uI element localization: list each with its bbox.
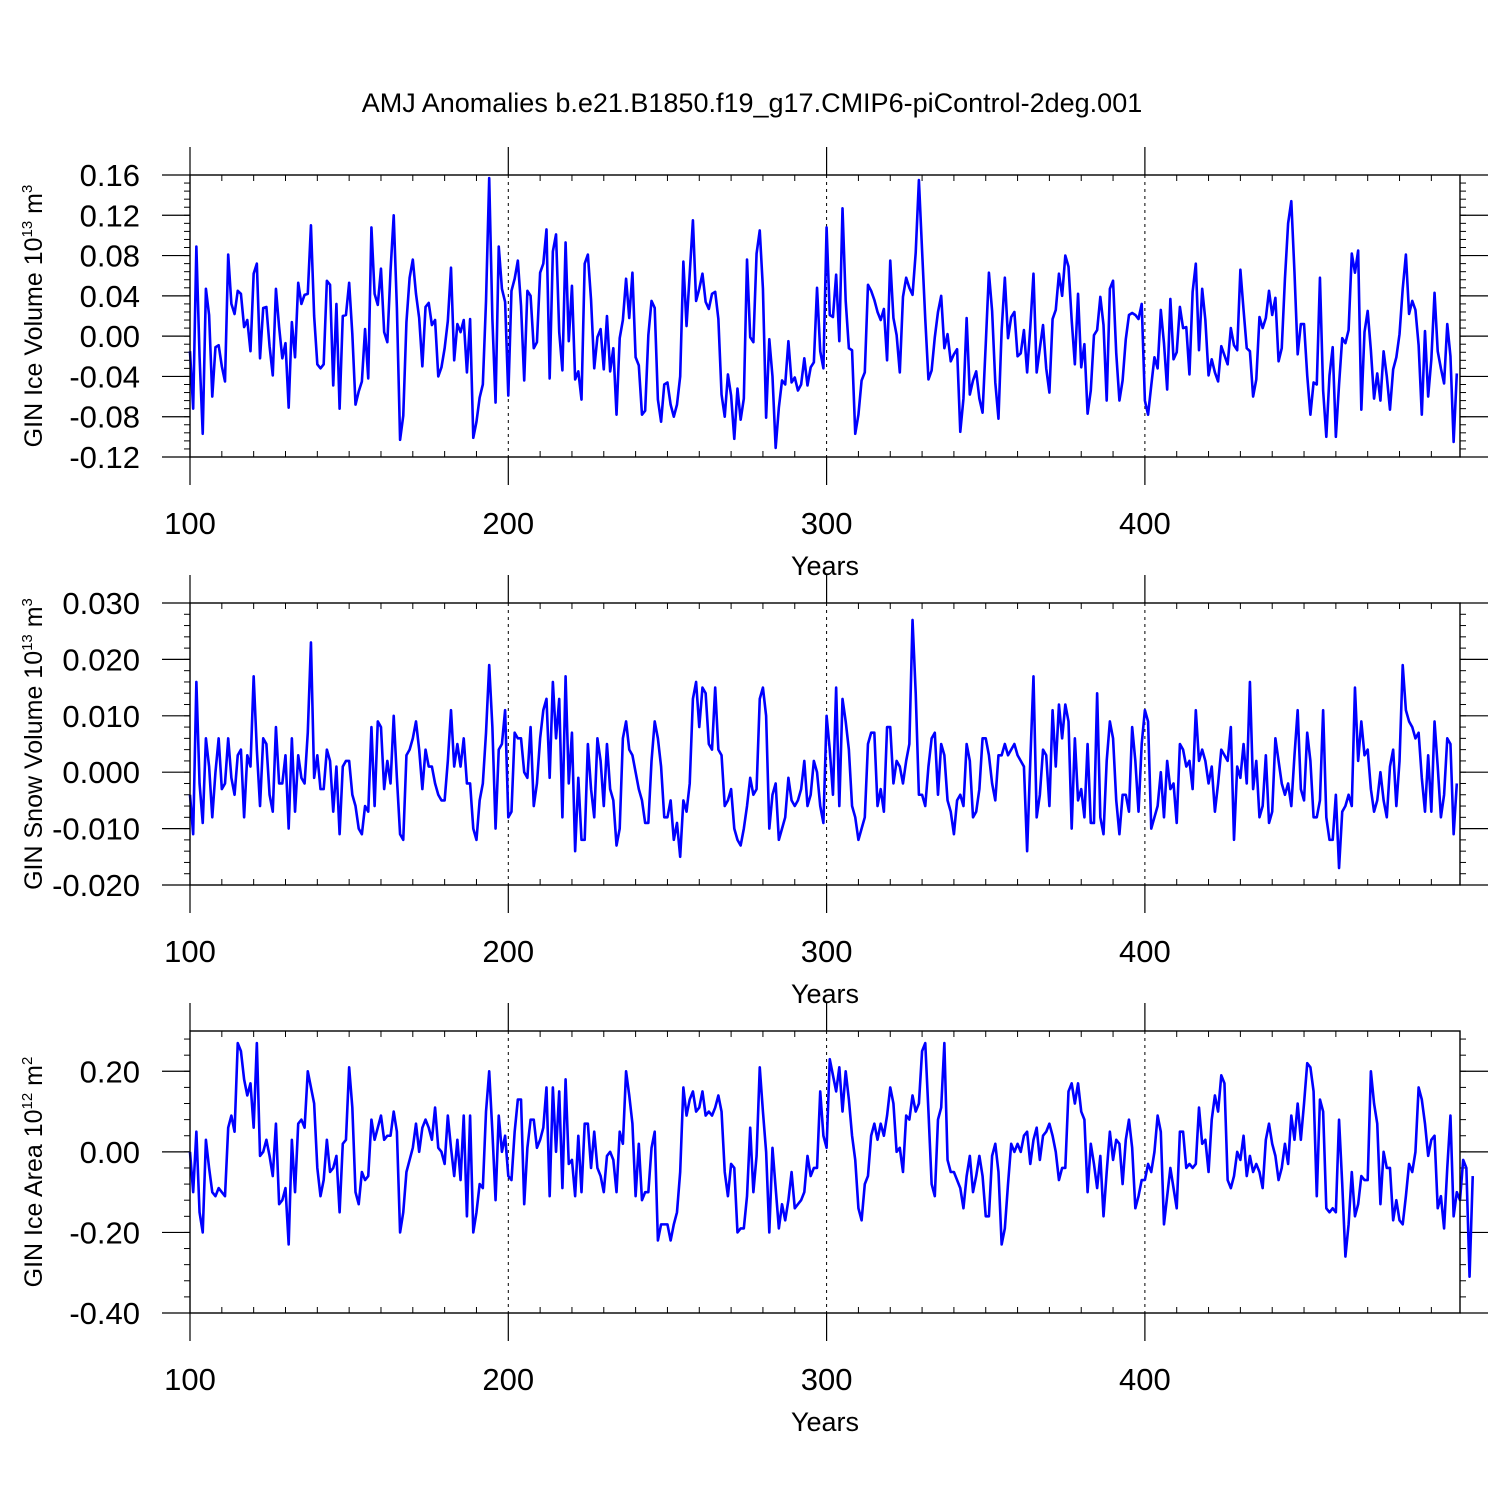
y-tick-label: 0.04 bbox=[80, 279, 140, 314]
y-tick-label: 0.08 bbox=[80, 239, 140, 274]
chart-title: AMJ Anomalies b.e21.B1850.f19_g17.CMIP6-… bbox=[362, 88, 1142, 118]
y-tick-label: 0.16 bbox=[80, 158, 140, 193]
y-tick-label: -0.08 bbox=[69, 400, 140, 435]
x-tick-label: 400 bbox=[1119, 934, 1171, 969]
series-line bbox=[188, 618, 1459, 870]
y-tick-label: -0.20 bbox=[69, 1215, 140, 1250]
y-axis-label: GIN Ice Area 1012 m2 bbox=[19, 1057, 48, 1288]
x-tick-label: 300 bbox=[801, 1362, 853, 1397]
y-tick-label: 0.010 bbox=[62, 699, 140, 734]
y-tick-label: 0.020 bbox=[62, 642, 140, 677]
x-tick-label: 400 bbox=[1119, 506, 1171, 541]
y-tick-label: 0.00 bbox=[80, 1135, 140, 1170]
plot-frame bbox=[189, 174, 1461, 458]
panel-3: -0.40 -0.20 0.00 0.20 100 200 300 400 Years GIN I… bbox=[19, 1003, 1488, 1437]
y-tick-label: 0.12 bbox=[80, 198, 140, 233]
panel-2: -0.020 -0.010 0.000 0.010 0.020 0.030 100 200 30… bbox=[19, 575, 1488, 1009]
y-tick-label: 0.00 bbox=[80, 319, 140, 354]
y-tick-label: -0.04 bbox=[69, 359, 140, 394]
plot-frame bbox=[189, 1030, 1461, 1314]
y-tick-label: 0.030 bbox=[62, 586, 140, 621]
y-tick-label: 0.20 bbox=[80, 1054, 140, 1089]
x-tick-label: 100 bbox=[164, 506, 216, 541]
y-tick-label: -0.12 bbox=[69, 440, 140, 475]
x-axis-label: Years bbox=[791, 979, 859, 1009]
x-tick-label: 300 bbox=[801, 934, 853, 969]
x-tick-label: 200 bbox=[482, 934, 534, 969]
x-tick-label: 400 bbox=[1119, 1362, 1171, 1397]
panels: -0.12 -0.08 -0.04 0.00 0.04 0.08 0.12 0.16 100 20… bbox=[19, 147, 1488, 1437]
y-tick-label: -0.010 bbox=[52, 812, 140, 847]
panel-1: -0.12 -0.08 -0.04 0.00 0.04 0.08 0.12 0.16 100 20… bbox=[19, 147, 1488, 581]
y-axis-label: GIN Snow Volume 1013 m3 bbox=[19, 598, 48, 890]
x-tick-label: 200 bbox=[482, 1362, 534, 1397]
y-tick-label: 0.000 bbox=[62, 755, 140, 790]
series-line bbox=[188, 176, 1459, 450]
y-axis-label: GIN Ice Volume 1013 m3 bbox=[19, 185, 48, 448]
y-tick-label: -0.40 bbox=[69, 1296, 140, 1331]
y-tick-label: -0.020 bbox=[52, 868, 140, 903]
x-axis-label: Years bbox=[791, 1407, 859, 1437]
x-tick-label: 200 bbox=[482, 506, 534, 541]
x-tick-label: 300 bbox=[801, 506, 853, 541]
series-line bbox=[188, 1041, 1475, 1279]
x-tick-label: 100 bbox=[164, 1362, 216, 1397]
plot-frame bbox=[189, 602, 1461, 886]
x-tick-label: 100 bbox=[164, 934, 216, 969]
x-axis-label: Years bbox=[791, 551, 859, 581]
